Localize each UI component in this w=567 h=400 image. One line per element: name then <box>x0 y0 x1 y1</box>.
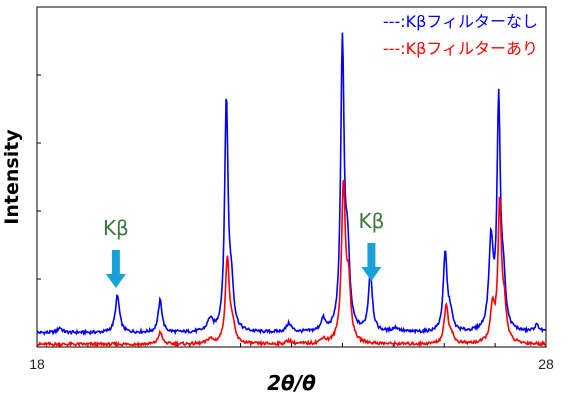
x-axis-label: 2θ/θ <box>267 371 316 395</box>
legend-entry-with-filter: ---:Kβフィルターあり <box>383 39 538 58</box>
y-ticks <box>37 6 41 348</box>
x-tick-label-min: 18 <box>29 356 45 372</box>
plot-frame <box>36 6 547 348</box>
series-line-no-filter <box>36 32 547 337</box>
annotation-label: Kβ <box>358 209 384 233</box>
down-arrow-icon <box>105 250 126 288</box>
x-tick-label-max: 28 <box>538 356 554 372</box>
series-line-with-filter <box>36 178 547 349</box>
down-arrow-icon <box>361 243 382 281</box>
annotation-label: Kβ <box>103 216 129 240</box>
legend-entry-no-filter: ---:Kβフィルターなし <box>383 12 538 31</box>
annotations: Kβ Kβ <box>103 209 384 288</box>
y-axis-label: Intensity <box>1 129 23 225</box>
